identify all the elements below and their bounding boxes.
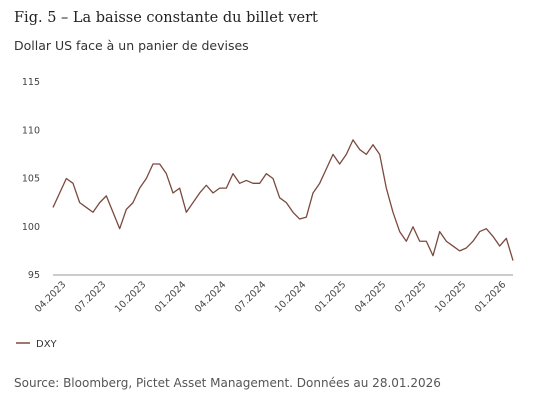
data-line [52,139,514,261]
chart-title: Fig. 5 – La baisse constante du billet v… [14,10,318,26]
y-tick-label: 100 [22,222,40,233]
y-tick-label: 95 [28,270,40,281]
source-note: Source: Bloomberg, Pictet Asset Manageme… [14,376,441,390]
x-tick-label: 10.2024 [273,279,309,315]
x-tick-label: 04.2024 [193,279,229,315]
x-tick-label: 01.2024 [153,279,189,315]
x-tick-label: 07.2023 [73,279,109,315]
x-tick-label: 07.2025 [393,279,429,315]
x-tick-label: 01.2026 [473,279,509,315]
x-tick-label: 04.2023 [33,279,69,315]
y-tick-label: 110 [22,125,40,136]
y-tick-label: 115 [22,77,40,88]
x-tick-label: 10.2025 [433,279,469,315]
x-tick-label: 07.2024 [233,279,269,315]
x-tick-label: 10.2023 [113,279,149,315]
x-tick-label: 01.2025 [313,279,349,315]
legend-label: DXY [36,339,58,350]
x-tick-label: 04.2025 [353,279,389,315]
y-tick-label: 105 [22,174,40,185]
chart-subtitle: Dollar US face à un panier de devises [14,38,249,53]
